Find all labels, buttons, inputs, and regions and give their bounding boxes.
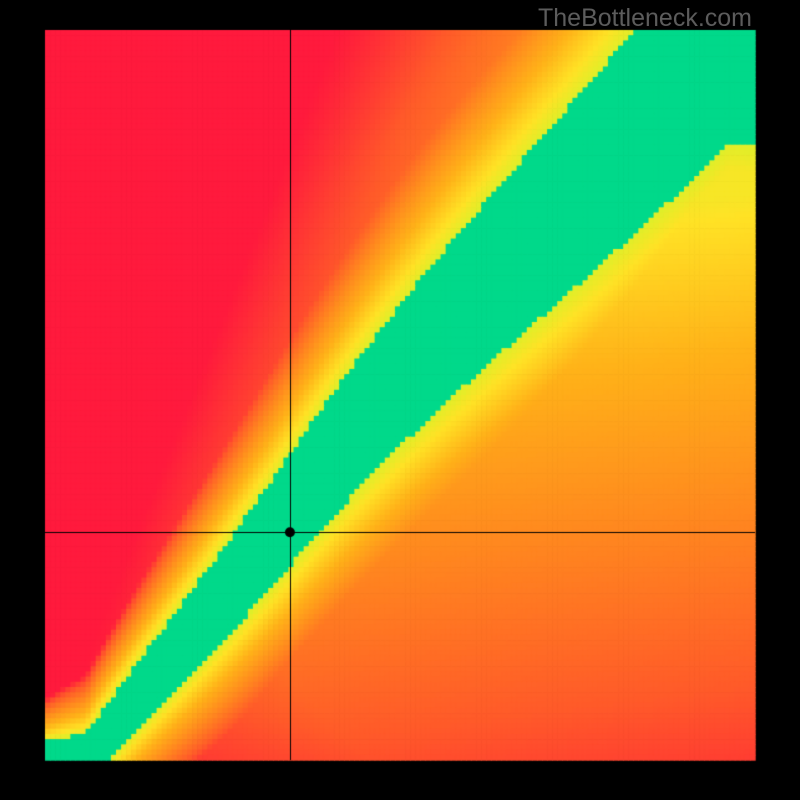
bottleneck-heatmap [0,0,800,800]
watermark-text: TheBottleneck.com [538,4,752,33]
chart-container: TheBottleneck.com [0,0,800,800]
